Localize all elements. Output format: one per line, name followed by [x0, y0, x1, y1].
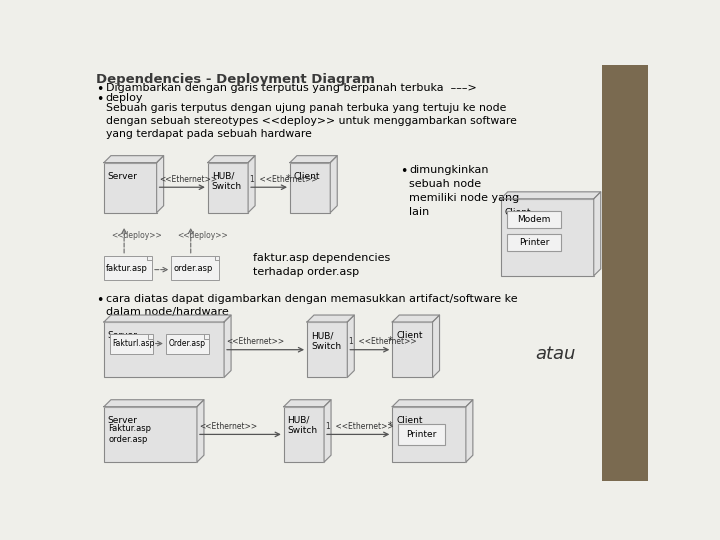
Text: 1  <<Ethernet>>: 1 <<Ethernet>>: [250, 175, 318, 184]
Text: Server: Server: [108, 331, 138, 340]
Polygon shape: [433, 315, 439, 377]
Polygon shape: [392, 400, 473, 407]
Text: deploy: deploy: [106, 93, 143, 103]
Text: Modem: Modem: [518, 215, 551, 224]
Text: Sebuah garis terputus dengan ujung panah terbuka yang tertuju ke node
dengan seb: Sebuah garis terputus dengan ujung panah…: [106, 103, 516, 139]
Text: Server: Server: [108, 172, 138, 181]
Text: •: •: [400, 165, 408, 178]
Text: *: *: [285, 174, 290, 184]
Polygon shape: [248, 156, 255, 213]
Text: •: •: [96, 294, 104, 307]
Text: <<Ethernet>>: <<Ethernet>>: [199, 422, 258, 431]
Polygon shape: [500, 192, 600, 199]
Text: <<Ethernet>>: <<Ethernet>>: [226, 338, 284, 346]
Text: *: *: [387, 336, 392, 346]
Text: faktur.asp: faktur.asp: [107, 264, 148, 273]
Polygon shape: [324, 400, 331, 462]
Text: HUB/
Switch: HUB/ Switch: [311, 331, 341, 350]
Text: Faktur.asp
order.asp: Faktur.asp order.asp: [109, 423, 152, 444]
Text: atau: atau: [535, 345, 575, 362]
Text: cara diatas dapat digambarkan dengan memasukkan artifact/software ke
dalam node/: cara diatas dapat digambarkan dengan mem…: [106, 294, 517, 318]
Text: Client: Client: [396, 331, 423, 340]
Polygon shape: [104, 400, 204, 407]
Polygon shape: [290, 156, 337, 163]
Text: Client: Client: [505, 208, 531, 217]
Text: 1  <<Ethernet>>: 1 <<Ethernet>>: [349, 338, 416, 346]
Bar: [104, 407, 197, 462]
Bar: [507, 211, 561, 228]
Polygon shape: [307, 315, 354, 322]
Polygon shape: [594, 192, 600, 276]
Text: Server: Server: [108, 416, 138, 425]
Bar: [601, 65, 648, 481]
Text: 1  <<Ethernet>>: 1 <<Ethernet>>: [325, 422, 393, 431]
Text: Fakturl.asp: Fakturl.asp: [112, 340, 155, 348]
Bar: [392, 407, 466, 462]
Polygon shape: [224, 315, 231, 377]
Text: Dependencies - Deployment Diagram: Dependencies - Deployment Diagram: [96, 72, 375, 85]
Polygon shape: [284, 400, 331, 407]
Polygon shape: [330, 156, 337, 213]
Polygon shape: [157, 156, 163, 213]
Text: •: •: [96, 83, 104, 96]
Bar: [290, 163, 330, 213]
Bar: [398, 423, 445, 445]
Text: <<deploy>>: <<deploy>>: [177, 231, 228, 240]
Text: <<Ethernet>>: <<Ethernet>>: [159, 175, 217, 184]
Bar: [507, 234, 561, 251]
Bar: [284, 407, 324, 462]
Text: Printer: Printer: [407, 430, 437, 439]
Text: order.asp: order.asp: [174, 264, 213, 273]
Bar: [392, 322, 433, 377]
Bar: [166, 334, 209, 354]
Text: Order.asp: Order.asp: [168, 340, 205, 348]
Polygon shape: [197, 400, 204, 462]
Polygon shape: [347, 315, 354, 377]
Text: Printer: Printer: [519, 238, 549, 247]
Text: *: *: [387, 421, 392, 431]
Text: faktur.asp dependencies
terhadap order.asp: faktur.asp dependencies terhadap order.a…: [253, 253, 390, 278]
Bar: [110, 334, 153, 354]
Bar: [104, 322, 224, 377]
Text: Client: Client: [294, 172, 320, 181]
Bar: [104, 163, 157, 213]
Polygon shape: [208, 156, 255, 163]
Polygon shape: [392, 315, 439, 322]
Text: HUB/
Switch: HUB/ Switch: [212, 172, 242, 191]
Bar: [208, 163, 248, 213]
Text: HUB/
Switch: HUB/ Switch: [287, 416, 318, 435]
Text: •: •: [96, 93, 104, 106]
Polygon shape: [104, 315, 231, 322]
Text: Digambarkan dengan garis terputus yang berpanah terbuka  –––>: Digambarkan dengan garis terputus yang b…: [106, 83, 476, 93]
Text: <<deploy>>: <<deploy>>: [112, 231, 163, 240]
Text: dimungkinkan
sebuah node
memiliki node yang
lain: dimungkinkan sebuah node memiliki node y…: [409, 165, 520, 217]
Text: Client: Client: [396, 416, 423, 425]
Bar: [307, 322, 347, 377]
Bar: [171, 256, 220, 280]
Bar: [104, 256, 152, 280]
Polygon shape: [104, 156, 163, 163]
Bar: [500, 199, 594, 276]
Polygon shape: [466, 400, 473, 462]
